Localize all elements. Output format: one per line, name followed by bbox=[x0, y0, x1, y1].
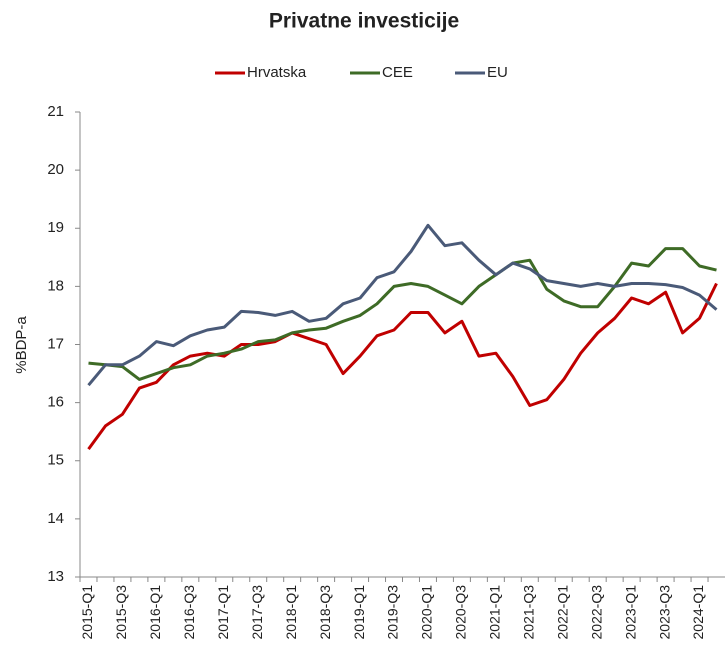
line bbox=[87, 223, 718, 387]
x-tick-label: 2021-Q3 bbox=[521, 585, 537, 640]
x-tick-label: 2015-Q3 bbox=[113, 585, 129, 640]
y-tick-label: 18 bbox=[47, 277, 64, 294]
x-tick-label: 2018-Q1 bbox=[283, 585, 299, 640]
x-tick-label: 2022-Q3 bbox=[588, 585, 604, 640]
x-tick-label: 2024-Q1 bbox=[690, 585, 706, 640]
x-tick-label: 2023-Q3 bbox=[656, 585, 672, 640]
chart-title: Privatne investicije bbox=[269, 10, 459, 33]
x-tick-label: 2019-Q1 bbox=[351, 585, 367, 640]
line bbox=[88, 247, 717, 381]
x-tick-label: 2021-Q1 bbox=[487, 585, 503, 640]
x-tick-label: 2017-Q1 bbox=[215, 585, 231, 640]
x-tick-label: 2020-Q3 bbox=[453, 585, 469, 640]
x-tick-label: 2019-Q3 bbox=[385, 585, 401, 640]
legend-label: EU bbox=[487, 64, 508, 81]
legend-label: CEE bbox=[382, 64, 413, 81]
x-tick-label: 2023-Q1 bbox=[622, 585, 638, 640]
x-tick-label: 2022-Q1 bbox=[554, 585, 570, 640]
y-tick-label: 15 bbox=[47, 452, 64, 469]
y-tick-label: 16 bbox=[47, 394, 64, 411]
legend-label: Hrvatska bbox=[247, 64, 307, 81]
x-tick-label: 2015-Q1 bbox=[79, 585, 95, 640]
y-tick-label: 19 bbox=[47, 219, 64, 236]
y-axis-label: %BDP-a bbox=[13, 316, 30, 374]
x-tick-label: 2016-Q3 bbox=[181, 585, 197, 640]
x-tick-label: 2017-Q3 bbox=[249, 585, 265, 640]
y-tick-label: 20 bbox=[47, 161, 64, 178]
y-tick-label: 17 bbox=[47, 335, 64, 352]
x-tick-label: 2020-Q1 bbox=[419, 585, 435, 640]
x-tick-label: 2018-Q3 bbox=[317, 585, 333, 640]
y-tick-label: 14 bbox=[47, 510, 64, 527]
y-tick-label: 21 bbox=[47, 103, 64, 120]
line bbox=[87, 282, 718, 450]
x-tick-label: 2016-Q1 bbox=[147, 585, 163, 640]
y-tick-label: 13 bbox=[47, 568, 64, 585]
